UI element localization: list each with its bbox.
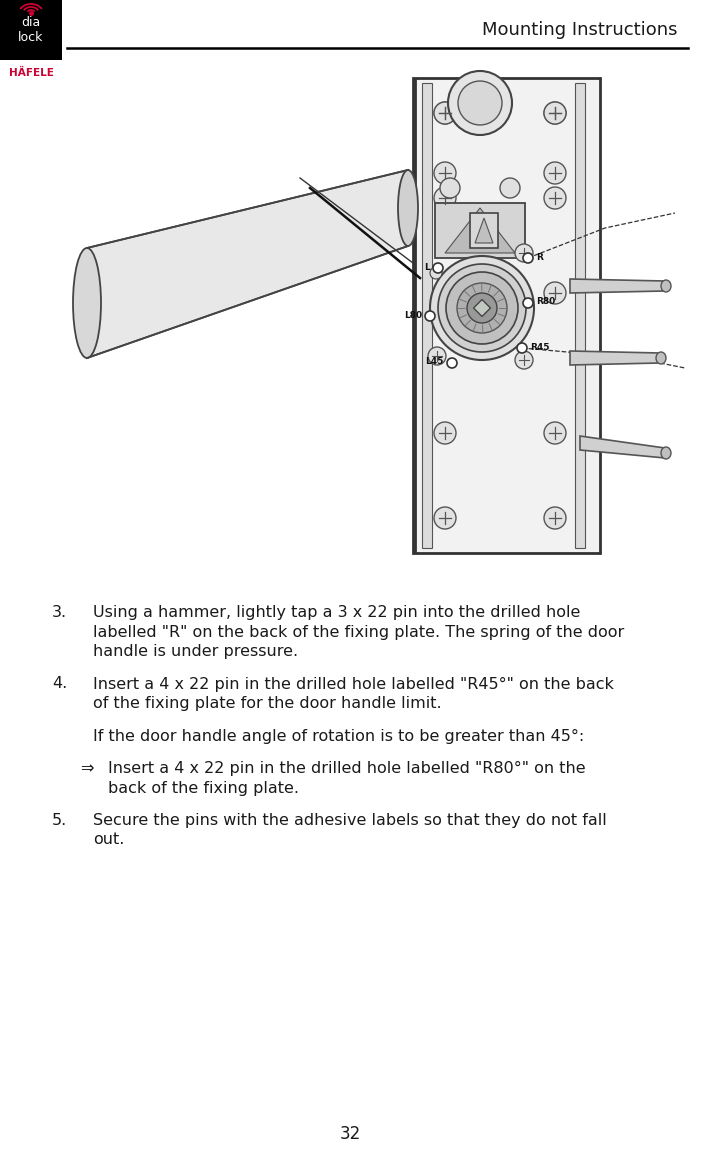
Text: L: L xyxy=(424,263,430,271)
Circle shape xyxy=(446,272,518,344)
Circle shape xyxy=(434,102,456,124)
Text: of the fixing plate for the door handle limit.: of the fixing plate for the door handle … xyxy=(93,695,442,711)
Bar xyxy=(0,0,62,60)
Ellipse shape xyxy=(656,352,666,364)
Circle shape xyxy=(517,343,527,354)
Circle shape xyxy=(500,178,520,198)
Ellipse shape xyxy=(661,280,671,292)
Bar xyxy=(470,213,498,248)
Circle shape xyxy=(438,264,526,352)
Circle shape xyxy=(433,263,443,273)
Bar xyxy=(435,204,525,258)
Circle shape xyxy=(434,162,456,184)
Text: R45: R45 xyxy=(530,342,550,351)
Bar xyxy=(473,300,491,316)
Text: dia: dia xyxy=(21,16,41,29)
Circle shape xyxy=(448,71,512,135)
Circle shape xyxy=(434,102,456,124)
Text: Mounting Instructions: Mounting Instructions xyxy=(482,21,678,40)
Bar xyxy=(422,83,432,548)
Circle shape xyxy=(544,102,566,124)
Text: If the door handle angle of rotation is to be greater than 45°:: If the door handle angle of rotation is … xyxy=(93,728,584,743)
Text: Insert a 4 x 22 pin in the drilled hole labelled "R45°" on the back: Insert a 4 x 22 pin in the drilled hole … xyxy=(93,677,614,692)
Text: 5.: 5. xyxy=(52,813,67,828)
Circle shape xyxy=(458,81,502,124)
Circle shape xyxy=(425,311,435,321)
Text: Insert a 4 x 22 pin in the drilled hole labelled "R80°" on the: Insert a 4 x 22 pin in the drilled hole … xyxy=(108,761,585,776)
Circle shape xyxy=(428,347,446,365)
Text: Using a hammer, lightly tap a 3 x 22 pin into the drilled hole: Using a hammer, lightly tap a 3 x 22 pin… xyxy=(93,605,580,620)
Circle shape xyxy=(467,293,497,323)
Text: labelled "R" on the back of the fixing plate. The spring of the door: labelled "R" on the back of the fixing p… xyxy=(93,625,625,640)
Text: L80: L80 xyxy=(404,311,422,320)
Circle shape xyxy=(440,178,460,198)
Circle shape xyxy=(434,281,456,304)
Text: 3.: 3. xyxy=(52,605,67,620)
Bar xyxy=(415,78,600,552)
Bar xyxy=(575,83,585,548)
Circle shape xyxy=(544,187,566,209)
Circle shape xyxy=(515,244,533,262)
Circle shape xyxy=(544,507,566,529)
Text: HÄFELE: HÄFELE xyxy=(8,67,53,78)
Text: ⇒: ⇒ xyxy=(80,761,93,776)
Circle shape xyxy=(523,254,533,263)
Circle shape xyxy=(544,102,566,124)
Circle shape xyxy=(430,256,534,361)
Circle shape xyxy=(544,422,566,444)
Text: lock: lock xyxy=(18,30,43,44)
Circle shape xyxy=(434,507,456,529)
Ellipse shape xyxy=(661,447,671,459)
Text: out.: out. xyxy=(93,833,124,848)
Polygon shape xyxy=(87,170,408,358)
Circle shape xyxy=(447,358,457,368)
Circle shape xyxy=(523,298,533,308)
Text: 32: 32 xyxy=(339,1125,360,1143)
Ellipse shape xyxy=(73,248,101,358)
Polygon shape xyxy=(445,208,515,254)
Ellipse shape xyxy=(398,170,418,247)
Text: Secure the pins with the adhesive labels so that they do not fall: Secure the pins with the adhesive labels… xyxy=(93,813,607,828)
Circle shape xyxy=(434,187,456,209)
Text: back of the fixing plate.: back of the fixing plate. xyxy=(108,780,299,795)
Polygon shape xyxy=(580,436,665,458)
Text: 4.: 4. xyxy=(52,677,67,692)
Circle shape xyxy=(434,422,456,444)
Circle shape xyxy=(515,351,533,369)
Text: R: R xyxy=(536,252,543,262)
Text: R80: R80 xyxy=(536,298,555,307)
Circle shape xyxy=(544,281,566,304)
Text: L45: L45 xyxy=(426,357,444,366)
Circle shape xyxy=(430,267,442,279)
Circle shape xyxy=(544,162,566,184)
Polygon shape xyxy=(570,279,665,293)
Text: handle is under pressure.: handle is under pressure. xyxy=(93,644,298,659)
Polygon shape xyxy=(475,217,493,243)
Circle shape xyxy=(457,283,507,333)
Polygon shape xyxy=(570,351,660,365)
